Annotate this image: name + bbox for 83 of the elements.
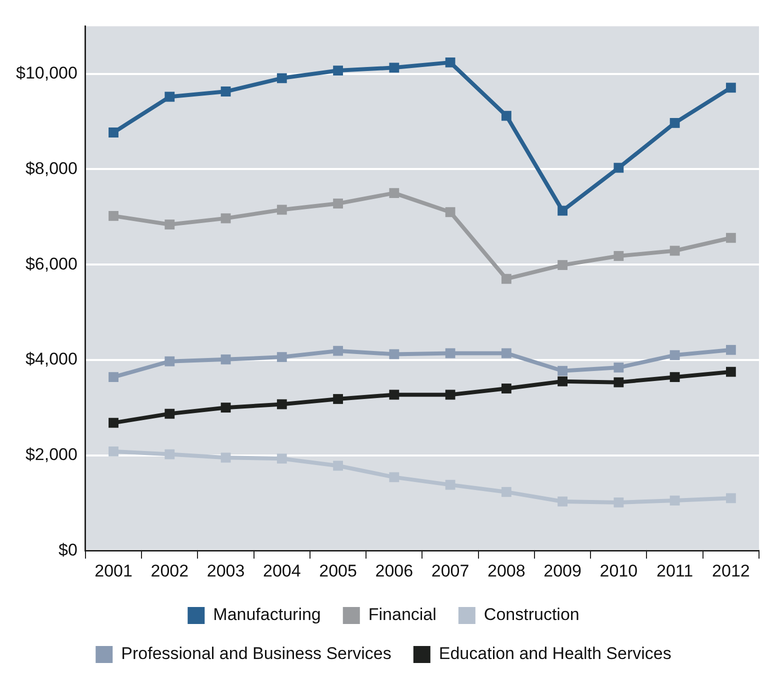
- point: [389, 349, 400, 360]
- x-tick-label: 2006: [375, 561, 414, 580]
- point: [333, 346, 343, 356]
- point: [108, 128, 118, 138]
- point: [220, 86, 231, 96]
- point: [558, 260, 568, 270]
- point: [164, 449, 175, 460]
- legend-label: Manufacturing: [213, 605, 321, 624]
- x-tick-label: 2007: [431, 561, 470, 580]
- x-tick-label: 2005: [319, 561, 357, 580]
- y-tick-label: $0: [58, 540, 78, 560]
- point: [670, 350, 680, 360]
- point: [389, 390, 400, 400]
- point: [614, 362, 624, 372]
- point: [164, 356, 175, 366]
- point: [389, 62, 400, 73]
- x-tick-label: 2010: [600, 561, 638, 580]
- point: [614, 251, 624, 261]
- point: [333, 66, 343, 76]
- point: [445, 207, 456, 218]
- legend-label: Professional and Business Services: [121, 644, 392, 664]
- point: [220, 213, 231, 224]
- point: [220, 402, 231, 413]
- point: [501, 348, 512, 358]
- point: [220, 452, 231, 463]
- x-tick-label: 2012: [712, 561, 750, 580]
- point: [501, 274, 512, 284]
- point: [670, 496, 680, 506]
- legend-label: Financial: [368, 605, 436, 624]
- point: [389, 472, 400, 482]
- point: [670, 118, 680, 128]
- point: [501, 487, 512, 497]
- point: [726, 493, 736, 504]
- y-tick-label: $2,000: [25, 444, 78, 464]
- point: [220, 354, 231, 364]
- x-tick-label: 2004: [262, 561, 301, 580]
- point: [726, 232, 736, 243]
- y-tick-label: $10,000: [16, 64, 78, 83]
- point: [276, 73, 287, 84]
- point: [558, 206, 568, 216]
- y-tick-label: $8,000: [25, 158, 78, 178]
- point: [445, 390, 456, 400]
- x-tick-label: 2009: [544, 561, 582, 580]
- point: [276, 204, 287, 215]
- x-tick-label: 2002: [150, 561, 189, 580]
- point: [164, 92, 175, 102]
- point: [614, 377, 624, 388]
- point: [726, 366, 736, 377]
- point: [333, 460, 343, 471]
- point: [558, 376, 568, 386]
- point: [108, 418, 118, 428]
- x-tick-label: 2011: [656, 561, 694, 580]
- x-tick-label: 2003: [206, 561, 245, 580]
- point: [164, 408, 175, 419]
- point: [276, 399, 287, 410]
- point: [558, 496, 568, 506]
- point: [445, 57, 456, 68]
- point: [389, 188, 400, 198]
- legend-label: Education and Health Services: [438, 644, 672, 664]
- y-tick-label: $4,000: [25, 350, 78, 369]
- point: [333, 394, 343, 404]
- point: [670, 246, 680, 256]
- point: [164, 220, 175, 230]
- point: [726, 82, 736, 93]
- x-tick-label: 2001: [94, 561, 132, 580]
- point: [614, 498, 624, 508]
- point: [726, 344, 736, 355]
- point: [670, 372, 680, 382]
- point: [445, 348, 456, 358]
- point: [108, 372, 118, 382]
- point: [108, 210, 118, 221]
- point: [333, 198, 343, 208]
- point: [445, 480, 456, 490]
- point: [501, 110, 512, 121]
- y-tick-label: $6,000: [25, 254, 78, 274]
- x-tick-label: 2008: [488, 561, 526, 580]
- legend-label: Construction: [484, 605, 580, 624]
- point: [108, 446, 118, 456]
- point: [501, 384, 512, 394]
- point: [276, 352, 287, 362]
- point: [558, 366, 568, 376]
- point: [276, 454, 287, 464]
- point: [614, 162, 624, 173]
